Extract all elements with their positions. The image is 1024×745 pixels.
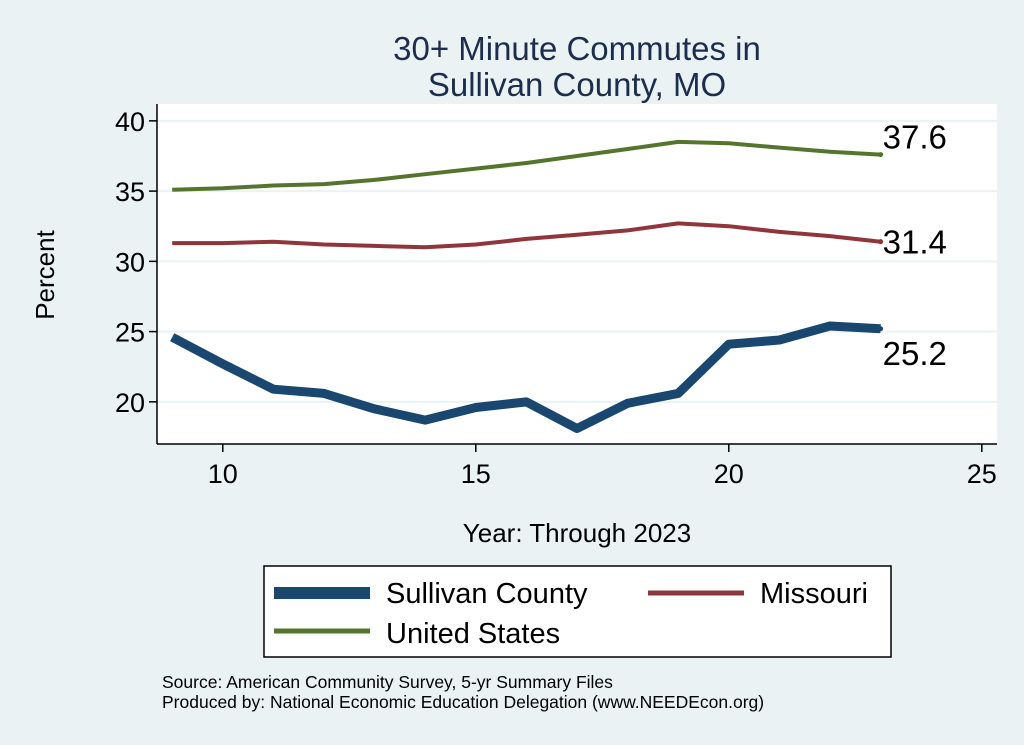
legend-label-sullivan-county: Sullivan County bbox=[386, 578, 588, 610]
end-labels: 37.6 31.4 25.2 bbox=[883, 119, 947, 372]
y-tick-label-25: 25 bbox=[115, 318, 145, 348]
legend-item-missouri: Missouri bbox=[648, 578, 868, 610]
legend-label-united-states: United States bbox=[386, 618, 560, 650]
source-note: Source: American Community Survey, 5-yr … bbox=[162, 672, 613, 692]
y-axis: 20 25 30 35 40 bbox=[115, 107, 157, 418]
series-end-marker-missouri bbox=[878, 239, 884, 245]
chart-title-line-2: Sullivan County, MO bbox=[428, 66, 726, 103]
series-line-sullivan-county bbox=[170, 321, 881, 433]
series-line-united-states bbox=[172, 139, 881, 192]
legend-label-missouri: Missouri bbox=[760, 578, 868, 610]
y-axis-title: Percent bbox=[30, 229, 60, 319]
chart-title-line-1: 30+ Minute Commutes in bbox=[393, 30, 761, 67]
series-end-marker-sullivan-county bbox=[878, 326, 884, 332]
x-tick-label-10: 10 bbox=[208, 459, 238, 489]
y-tick-label-35: 35 bbox=[115, 177, 145, 207]
y-tick-label-20: 20 bbox=[115, 388, 145, 418]
x-tick-label-15: 15 bbox=[461, 459, 491, 489]
series-lines bbox=[170, 139, 884, 433]
series-end-marker-united-states bbox=[878, 152, 884, 158]
y-tick-label-30: 30 bbox=[115, 247, 145, 277]
series-line-missouri bbox=[172, 221, 881, 250]
x-axis: 10 15 20 25 bbox=[208, 444, 997, 489]
producer-note: Produced by: National Economic Education… bbox=[162, 692, 764, 712]
x-axis-title: Year: Through 2023 bbox=[463, 518, 691, 548]
legend: Sullivan County Missouri United States bbox=[263, 565, 892, 658]
legend-item-sullivan-county: Sullivan County bbox=[274, 578, 588, 610]
end-label-sullivan-county: 25.2 bbox=[883, 335, 947, 372]
end-label-missouri: 31.4 bbox=[883, 224, 947, 261]
end-label-united-states: 37.6 bbox=[883, 119, 947, 156]
legend-item-united-states: United States bbox=[274, 618, 560, 650]
x-tick-label-20: 20 bbox=[714, 459, 744, 489]
legend-box bbox=[263, 565, 892, 658]
x-tick-label-25: 25 bbox=[967, 459, 997, 489]
y-tick-label-40: 40 bbox=[115, 107, 145, 137]
